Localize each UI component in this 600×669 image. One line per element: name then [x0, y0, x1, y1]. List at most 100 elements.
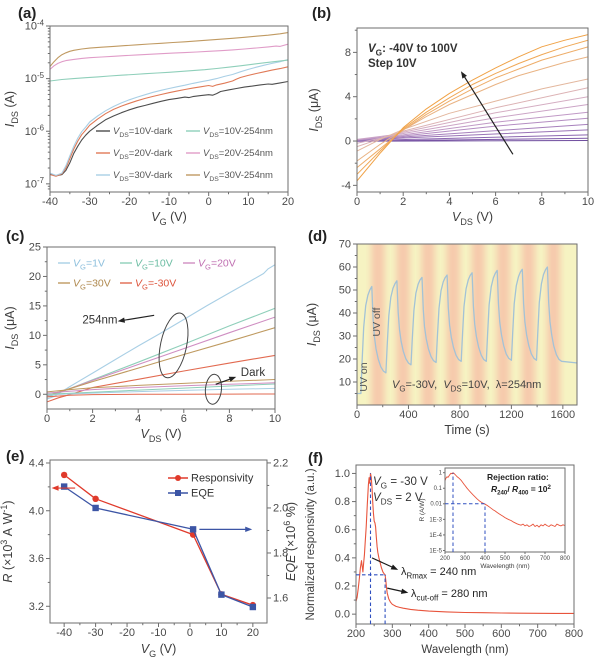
chart-text: 5	[35, 359, 41, 371]
legend: Responsivity EQE	[168, 473, 254, 500]
series-VG-30	[357, 137, 588, 142]
series-VG-40	[357, 140, 588, 142]
chart-text: 2	[400, 196, 406, 208]
chart-text: 0	[354, 409, 360, 421]
chart-text: 2.0	[273, 502, 288, 514]
series-VDS10-dark	[50, 80, 288, 177]
series-group	[357, 34, 588, 182]
chart-text: 0	[354, 196, 360, 208]
chart-text: IDS (μA)	[307, 88, 324, 131]
series-dark-1V	[47, 387, 275, 396]
series-eqe	[63, 485, 254, 608]
chart-text: 3.2	[29, 601, 44, 613]
chart-text: IDS (μA)	[3, 306, 20, 349]
chart-text: 700	[528, 628, 546, 640]
chart-text: 50	[339, 285, 351, 297]
tick-labels: 200 300 400 500 600 700 800 0.0 0.2 0.4 0.6 0.8 1.0 W…	[305, 468, 583, 656]
panel-e-chart: -40 -30 -20 -10 0 10 20 3.2 3.6 4.0 4.4 1.6 1.8 2.0 2.…	[0, 448, 298, 659]
chart-text: 20	[282, 196, 294, 208]
chart-text: UV on	[358, 362, 370, 391]
chart-text: VG=1V	[73, 258, 105, 272]
chart-text: VDS=30V-254nm	[203, 170, 273, 183]
chart-text: 0	[206, 196, 212, 208]
ticks	[43, 246, 276, 413]
series-group	[357, 266, 577, 395]
annotation-arrow	[462, 73, 514, 155]
chart-text: VG=20V	[198, 258, 236, 272]
chart-text: -30	[82, 196, 98, 208]
legend: VDS=10V-dark VDS=10V-254nm VDS=20V-dark VDS…	[96, 126, 273, 183]
chart-text: 4	[135, 413, 141, 425]
chart-text: 0.4	[335, 552, 350, 564]
chart-text: -40	[56, 627, 72, 639]
chart-text: 3.6	[29, 553, 44, 565]
chart-text: -20	[119, 627, 135, 639]
ticks	[443, 472, 566, 554]
chart-text: 700	[540, 556, 551, 562]
chart-text: 30	[339, 331, 351, 343]
chart-text: 20	[247, 627, 259, 639]
chart-text: -10	[151, 627, 167, 639]
chart-text: (e)	[6, 448, 24, 465]
chart-text: 400	[419, 628, 437, 640]
chart-text: 1	[439, 471, 443, 477]
series-uv-30V	[47, 327, 275, 397]
chart-text: 25	[29, 242, 41, 254]
chart-text: VDS=20V-dark	[113, 148, 173, 161]
chart-text: -10	[161, 196, 177, 208]
series-VG-20	[357, 134, 588, 142]
panel-c: 0 2 4 6 8 10 0 5 10 15 20 25 VDS (V) IDS (μA) 254nm Dar…	[0, 225, 300, 447]
annotation-ellipse	[204, 373, 223, 405]
chart-text: 800	[451, 409, 469, 421]
plot-frame	[49, 25, 289, 193]
chart-text: 1600	[551, 409, 575, 421]
chart-text: 70	[339, 239, 351, 251]
chart-text: λcut-off = 280 nm	[411, 588, 488, 602]
ticks	[352, 472, 575, 628]
chart-text: IDS (A)	[3, 91, 20, 127]
chart-text: 0.8	[335, 496, 350, 508]
chart-text: Dark	[241, 367, 266, 379]
chart-text: VDS (V)	[141, 427, 182, 444]
series-group	[356, 472, 574, 614]
chart-text: VG=-30V	[135, 278, 176, 292]
chart-text: 500	[456, 628, 474, 640]
series-VG40	[357, 96, 588, 144]
chart-text: R (×103 A W-1)	[0, 500, 15, 582]
chart-text: 4	[446, 196, 452, 208]
chart-text: Wavelength (nm)	[421, 644, 508, 656]
series-VG70	[357, 56, 588, 162]
legend: VG=1V VG=10V VG=20V VG=30V VG=-30V	[58, 258, 236, 292]
chart-text: 600	[492, 628, 510, 640]
chart-text: VG=30V	[73, 278, 111, 292]
chart-text: -40	[42, 196, 58, 208]
chart-text: 10-6	[25, 124, 45, 138]
chart-text: 300	[383, 628, 401, 640]
chart-text: VG: -40V to 100V	[368, 43, 458, 57]
chart-text: Time (s)	[444, 423, 489, 437]
chart-text: Normalized responsivity (a.u.)	[305, 468, 317, 620]
chart-text: 200	[440, 556, 451, 562]
series-dark-neg30V	[47, 393, 275, 398]
panel-f-chart: 200 300 400 500 600 700 800 0.0 0.2 0.4 0.6 0.8 1.0 W…	[305, 450, 583, 656]
chart-text: EQE	[191, 488, 214, 500]
chart-text: 10	[215, 627, 227, 639]
series-VDS10-254	[50, 59, 288, 82]
chart-text: 60	[339, 262, 351, 274]
series-VG30	[357, 104, 588, 140]
series-responsivity	[63, 474, 254, 606]
chart-text: 0.01	[430, 502, 442, 508]
series-group	[50, 32, 288, 177]
tick-labels: 0 400 800 1200 1600 10 20 30 40 50 60 70 Time (s) IDS…	[305, 239, 575, 437]
series-uv-1V	[47, 264, 275, 400]
series-group	[445, 472, 565, 528]
tick-labels: -40 -30 -20 -10 0 10 20 10-7 10-6 10-5 10-4 VG (V) I…	[3, 18, 294, 225]
chart-text: 15	[29, 300, 41, 312]
chart-text: VDS=30V-dark	[113, 170, 173, 183]
chart-text: 40	[339, 308, 351, 320]
chart-text: (b)	[312, 5, 331, 22]
chart-text: 0.0	[335, 609, 350, 621]
chart-text: 10	[582, 196, 594, 208]
